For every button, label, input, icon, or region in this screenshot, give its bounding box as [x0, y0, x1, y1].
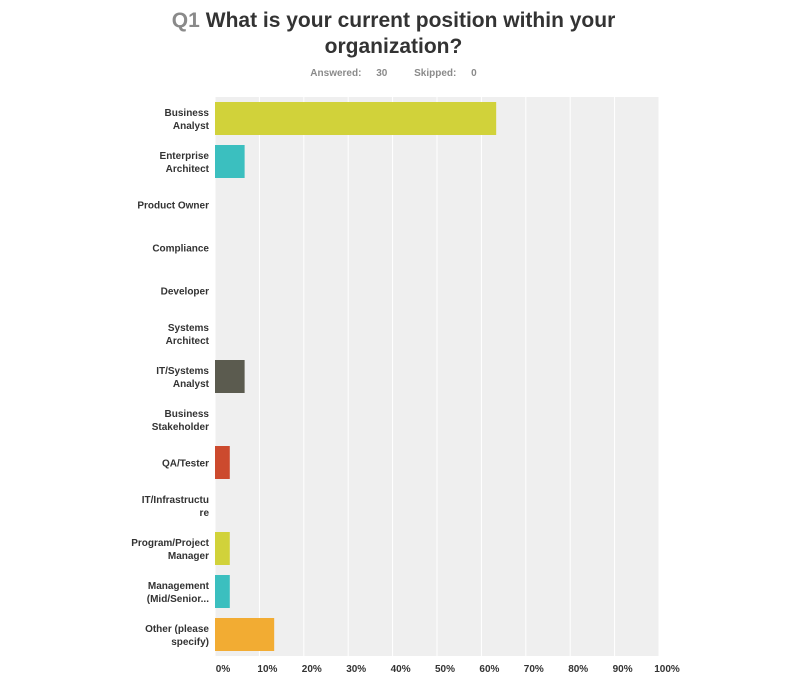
category-label: Enterprise Architect [160, 151, 210, 175]
category-label: Program/Project Manager [131, 538, 209, 562]
skipped-stat: Skipped: 0 [414, 68, 477, 79]
bar [215, 532, 230, 565]
category-label: Management (Mid/Senior... [147, 581, 210, 605]
x-tick-label: 70% [524, 664, 544, 675]
x-tick-label: 50% [435, 664, 455, 675]
category-label: Business Analyst [165, 108, 210, 132]
category-label: IT/Infrastructu re [142, 495, 210, 519]
category-label: IT/Systems Analyst [156, 366, 209, 390]
skipped-count: 0 [471, 68, 477, 79]
response-stats: Answered: 30 Skipped: 0 [0, 68, 787, 79]
category-label: Systems Architect [166, 323, 210, 347]
answered-stat: Answered: 30 [310, 68, 388, 79]
category-label: Product Owner [137, 201, 209, 212]
answered-count: 30 [376, 68, 388, 79]
x-tick-label: 100% [654, 664, 680, 675]
x-tick-label: 80% [568, 664, 588, 675]
x-tick-label: 90% [613, 664, 633, 675]
x-tick-label: 0% [216, 664, 231, 675]
bar [215, 618, 275, 651]
x-tick-label: 40% [391, 664, 411, 675]
x-tick-label: 20% [302, 664, 322, 675]
question-text-line2: organization? [324, 35, 463, 58]
question-number: Q1 [171, 9, 200, 32]
category-label: Compliance [152, 244, 209, 255]
bar [215, 360, 245, 393]
question-text-line1: What is your current position within you… [205, 9, 616, 32]
x-tick-label: 60% [479, 664, 499, 675]
category-label: Developer [161, 287, 209, 298]
bar [215, 145, 245, 178]
bar [215, 575, 230, 608]
x-tick-label: 10% [257, 664, 277, 675]
x-tick-label: 30% [346, 664, 366, 675]
bar [215, 446, 230, 479]
question-title: Q1 What is your current position within y… [0, 8, 787, 60]
category-label: Business Stakeholder [152, 409, 210, 433]
category-label: QA/Tester [162, 459, 209, 470]
bar [215, 102, 497, 135]
category-label: Other (please specify) [145, 624, 209, 648]
